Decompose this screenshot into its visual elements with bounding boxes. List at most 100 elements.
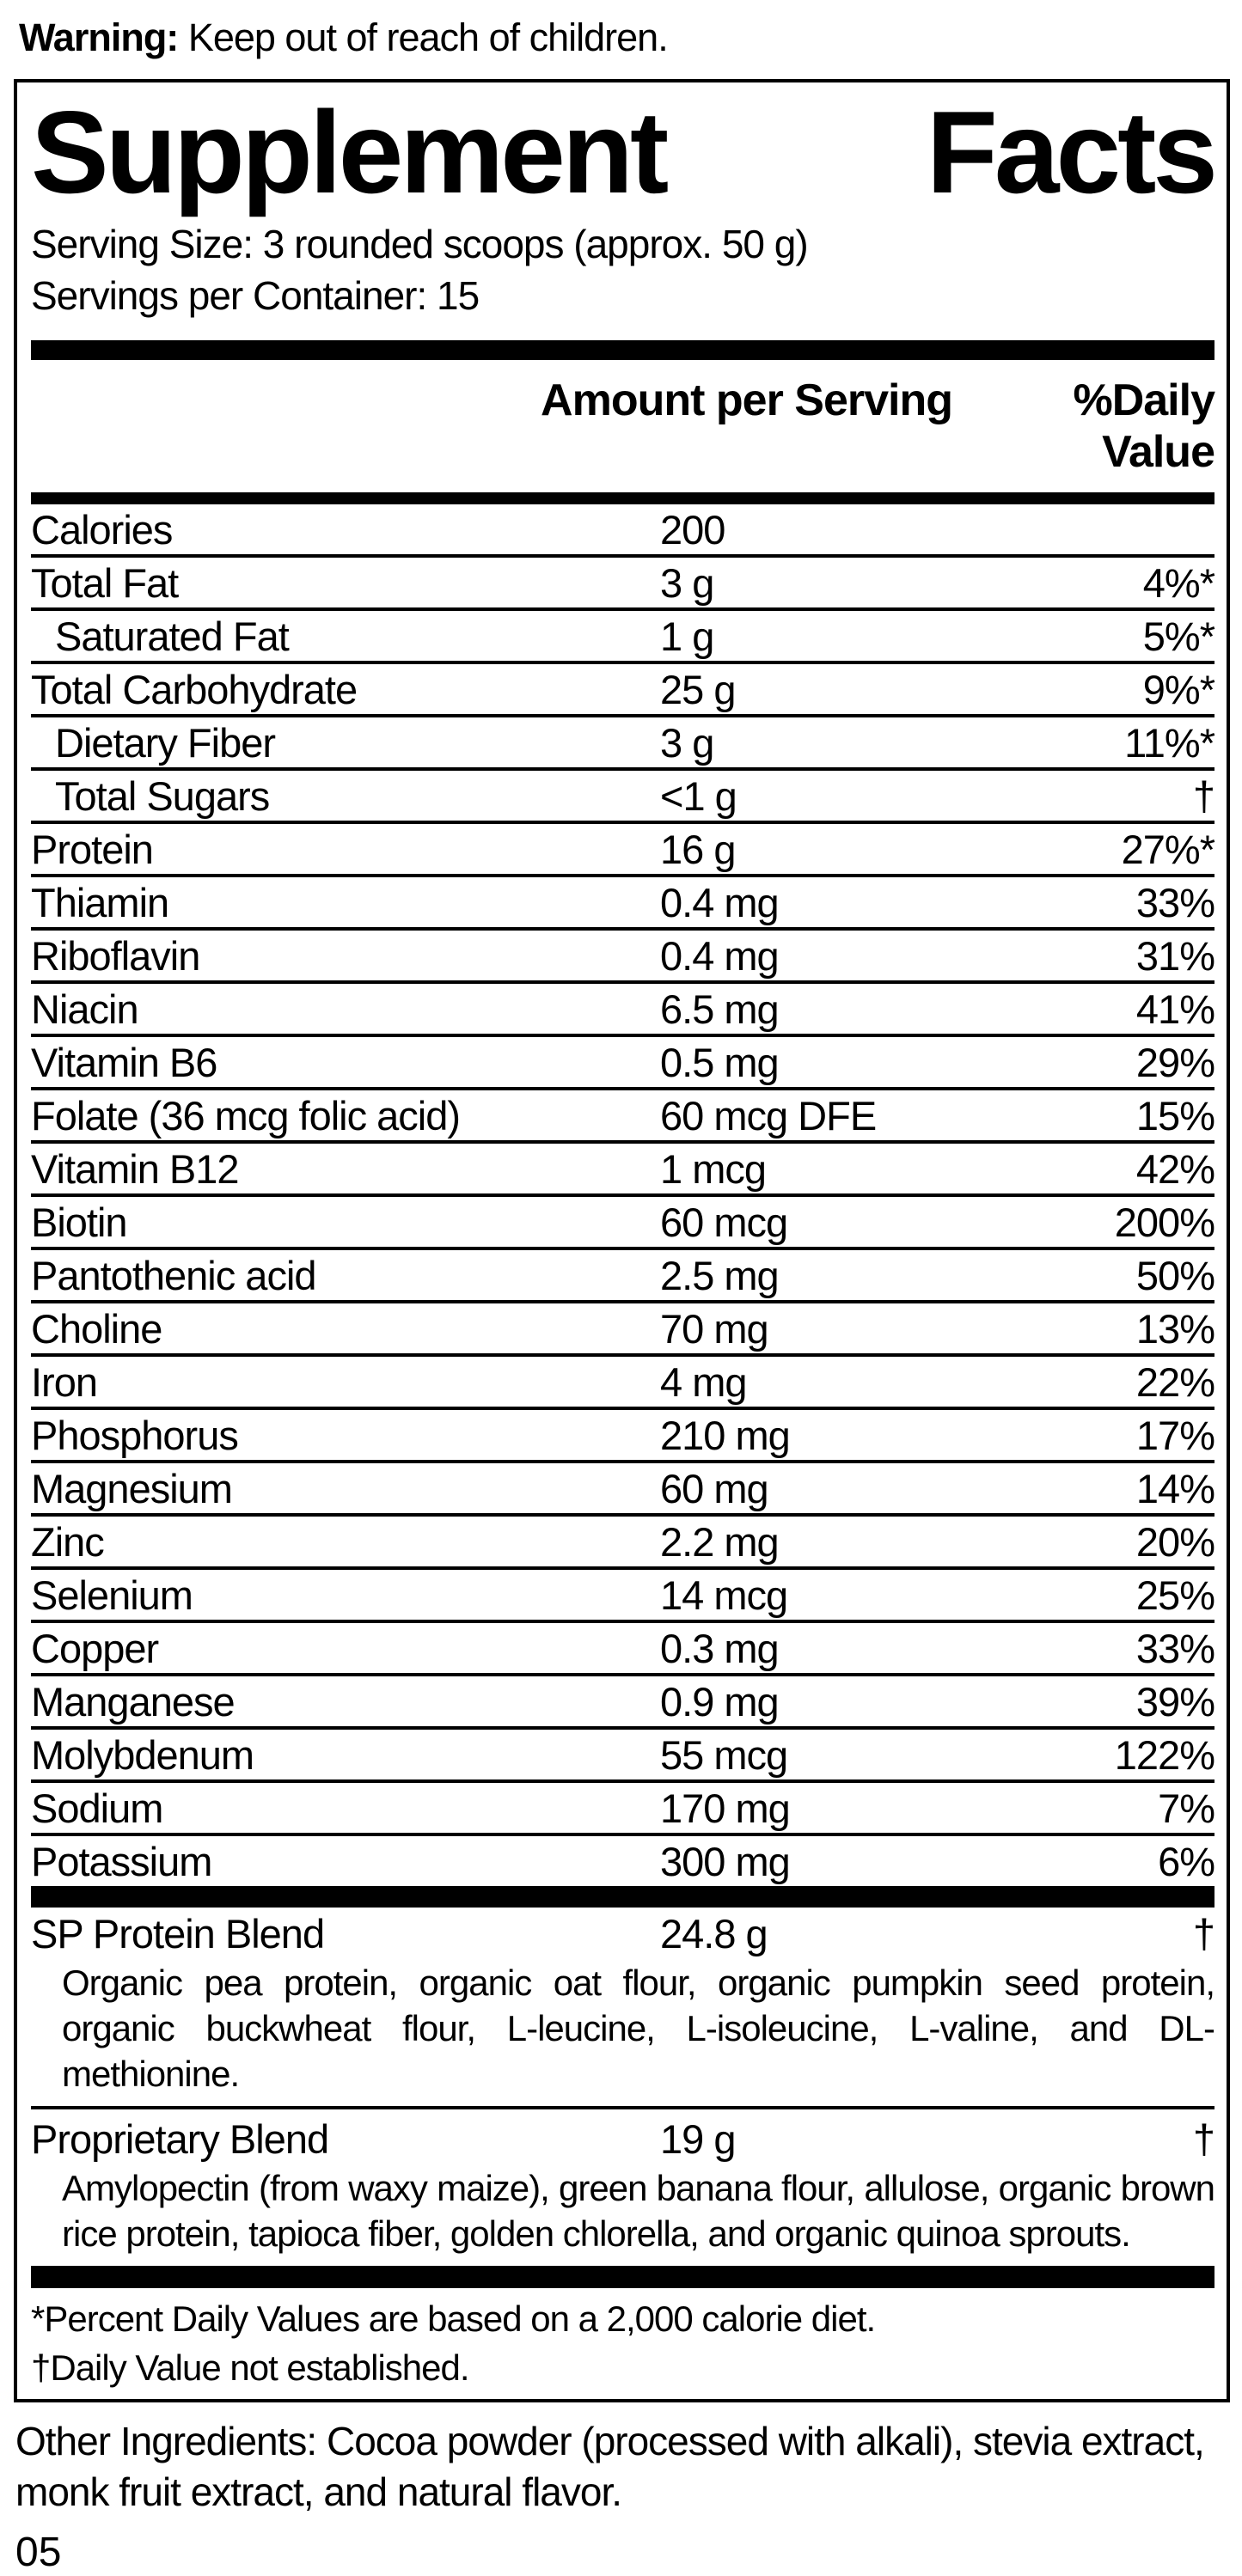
row-label: Total Carbohydrate — [31, 666, 358, 712]
table-row: Folate (36 mcg folic acid) 60 mcg DFE 15% — [31, 1090, 1215, 1145]
serving-size-line: Serving Size: 3 rounded scoops (approx. … — [31, 221, 809, 266]
table-header-row: Amount per Serving %Daily Value — [31, 360, 1215, 492]
row-daily-value: 20% — [1135, 1518, 1215, 1565]
row-label: Manganese — [31, 1678, 236, 1724]
row-label: Saturated Fat — [55, 613, 290, 659]
row-label: Proprietary Blend — [31, 2115, 329, 2162]
table-row: Selenium 14 mcg 25% — [31, 1570, 1215, 1624]
row-label: Choline — [31, 1305, 162, 1352]
table-row: SP Protein Blend 24.8 g † — [31, 1908, 1215, 1959]
table-row: Potassium 300 mg 6% — [31, 1836, 1215, 1886]
table-row: Biotin 60 mcg 200% — [31, 1197, 1215, 1251]
row-daily-value: 25% — [1135, 1572, 1215, 1618]
warning-line: Warning: Keep out of reach of children. — [19, 15, 1230, 60]
row-amount: 60 mcg DFE — [660, 1092, 877, 1138]
row-daily-value: 11%* — [1124, 719, 1215, 766]
divider-thick-blends — [31, 1886, 1214, 1908]
table-row: Copper 0.3 mg 33% — [31, 1623, 1215, 1677]
row-label: Potassium — [31, 1838, 212, 1884]
warning-label: Warning: — [19, 15, 179, 59]
row-label: Pantothenic acid — [31, 1252, 317, 1298]
panel-title: Supplement Facts — [31, 87, 1218, 217]
row-daily-value: 4%* — [1142, 559, 1215, 606]
column-header-amount: Amount per Serving — [541, 375, 953, 426]
row-amount: 25 g — [660, 666, 736, 712]
row-amount: 4 mg — [660, 1358, 748, 1405]
row-daily-value: 17% — [1135, 1412, 1215, 1458]
row-daily-value: 15% — [1135, 1092, 1215, 1138]
table-row: Niacin 6.5 mg 41% — [31, 984, 1215, 1038]
row-amount: <1 g — [660, 772, 737, 819]
table-row: Protein 16 g 27%* — [31, 824, 1215, 878]
row-daily-value: 200% — [1114, 1199, 1215, 1245]
table-row: Manganese 0.9 mg 39% — [31, 1676, 1215, 1731]
warning-text: Keep out of reach of children. — [187, 15, 669, 59]
row-label: Selenium — [31, 1572, 193, 1618]
table-row: Proprietary Blend 19 g † — [31, 2113, 1215, 2164]
nutrient-rows: Calories 200 Total Fat 3 g 4%* Saturated Fat 1… — [31, 504, 1215, 1886]
row-amount: 300 mg — [660, 1838, 791, 1884]
divider-medium-header — [31, 492, 1214, 505]
row-daily-value: 39% — [1135, 1678, 1215, 1724]
table-row: Calories 200 — [31, 504, 1214, 559]
table-row: Vitamin B12 1 mcg 42% — [31, 1144, 1215, 1198]
row-label: Zinc — [31, 1518, 105, 1565]
row-label: Magnesium — [31, 1465, 233, 1511]
row-daily-value: 6% — [1158, 1838, 1215, 1884]
row-amount: 0.9 mg — [660, 1678, 780, 1724]
table-row: Iron 4 mg 22% — [31, 1357, 1215, 1411]
row-label: SP Protein Blend — [31, 1910, 325, 1956]
row-label: Phosphorus — [31, 1412, 239, 1458]
other-ingredients: Other Ingredients: Cocoa powder (process… — [15, 2419, 1205, 2514]
row-amount: 1 mcg — [660, 1145, 767, 1192]
divider-thick-top — [31, 340, 1214, 361]
row-amount: 6.5 mg — [660, 986, 780, 1032]
column-header-daily-value: %Daily Value — [1073, 375, 1215, 478]
table-row: Total Sugars <1 g † — [31, 771, 1215, 825]
row-label: Molybdenum — [31, 1731, 254, 1778]
row-label: Vitamin B12 — [31, 1145, 240, 1192]
table-row: Magnesium 60 mg 14% — [31, 1463, 1215, 1517]
row-label: Niacin — [31, 986, 139, 1032]
row-amount: 16 g — [660, 826, 736, 872]
row-amount: 1 g — [660, 613, 714, 659]
footnote: *Percent Daily Values are based on a 2,0… — [31, 2298, 876, 2339]
table-row: Phosphorus 210 mg 17% — [31, 1410, 1215, 1464]
row-daily-value: 22% — [1135, 1358, 1215, 1405]
row-daily-value: 42% — [1135, 1145, 1215, 1192]
row-amount: 0.5 mg — [660, 1039, 780, 1085]
table-row: Sodium 170 mg 7% — [31, 1783, 1215, 1837]
row-label: Iron — [31, 1358, 98, 1405]
row-label: Total Fat — [31, 559, 179, 606]
table-row: Total Carbohydrate 25 g 9%* — [31, 664, 1215, 718]
row-amount: 2.5 mg — [660, 1252, 780, 1298]
panel-title-word-right: Facts — [926, 87, 1218, 217]
row-label: Total Sugars — [55, 772, 270, 819]
row-daily-value: 41% — [1135, 986, 1215, 1032]
table-row: Dietary Fiber 3 g 11%* — [31, 717, 1215, 772]
row-amount: 55 mcg — [660, 1731, 788, 1778]
row-daily-value: 31% — [1135, 932, 1215, 979]
table-row: Choline 70 mg 13% — [31, 1303, 1215, 1358]
row-amount: 60 mcg — [660, 1199, 788, 1245]
row-amount: 60 mg — [660, 1465, 769, 1511]
row-daily-value: 50% — [1135, 1252, 1215, 1298]
row-daily-value: 33% — [1135, 879, 1215, 925]
row-amount: 210 mg — [660, 1412, 791, 1458]
row-amount: 0.4 mg — [660, 879, 780, 925]
row-daily-value: 33% — [1135, 1625, 1215, 1671]
footnotes: *Percent Daily Values are based on a 2,0… — [31, 2295, 1214, 2392]
row-daily-value: † — [1192, 2115, 1215, 2162]
row-amount: 24.8 g — [660, 1910, 768, 1956]
row-label: Dietary Fiber — [55, 719, 276, 766]
row-label: Vitamin B6 — [31, 1039, 217, 1085]
row-daily-value: 9%* — [1142, 666, 1215, 712]
table-row: Saturated Fat 1 g 5%* — [31, 611, 1215, 665]
row-daily-value: 27%* — [1121, 826, 1215, 872]
table-row: Thiamin 0.4 mg 33% — [31, 877, 1215, 931]
table-row: Zinc 2.2 mg 20% — [31, 1517, 1215, 1571]
row-daily-value: 29% — [1135, 1039, 1215, 1085]
row-amount: 200 — [660, 506, 725, 552]
row-label: Thiamin — [31, 879, 169, 925]
